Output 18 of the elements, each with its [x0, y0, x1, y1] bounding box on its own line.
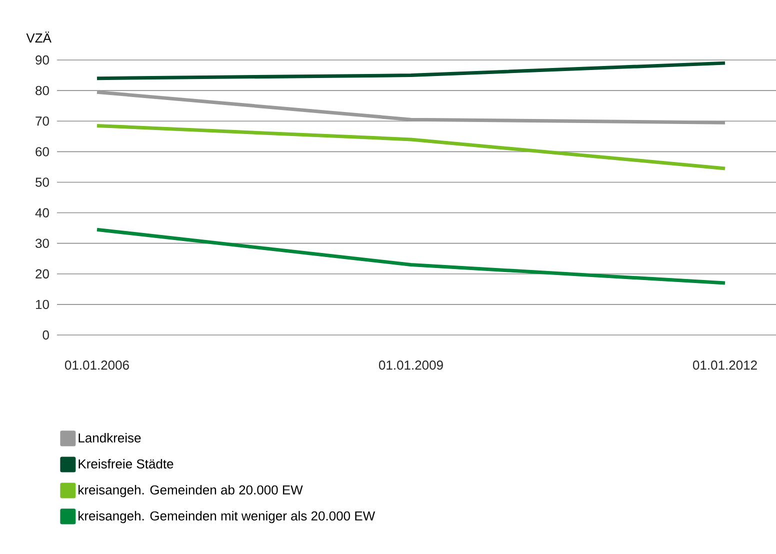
x-tick-label: 01.01.2009 [378, 360, 443, 370]
legend-label: kreisangeh. Gemeinden mit weniger als 20.000 EW [78, 510, 376, 524]
y-tick-label: 70 [36, 116, 49, 126]
y-tick-label: 60 [36, 147, 49, 156]
y-tick-label: 50 [36, 178, 49, 187]
y-tick-label: 10 [36, 300, 49, 310]
legend-label: Landkreise [78, 432, 141, 443]
y-tick-label: 90 [36, 55, 49, 65]
legend-label: Kreisfreie Städte [78, 458, 174, 469]
y-tick-label: 0 [42, 330, 49, 340]
x-tick-label: 01.01.2006 [64, 360, 129, 370]
y-tick-label: 20 [36, 269, 49, 278]
legend-label: kreisangeh. Gemeinden ab 20.000 EW [78, 484, 303, 498]
y-tick-label: 40 [35, 208, 49, 218]
y-axis-title: VZÄ [26, 32, 52, 42]
x-tick-label: 01.01.2012 [692, 360, 757, 370]
y-tick-label: 30 [36, 238, 49, 248]
y-tick-label: 80 [36, 86, 49, 96]
